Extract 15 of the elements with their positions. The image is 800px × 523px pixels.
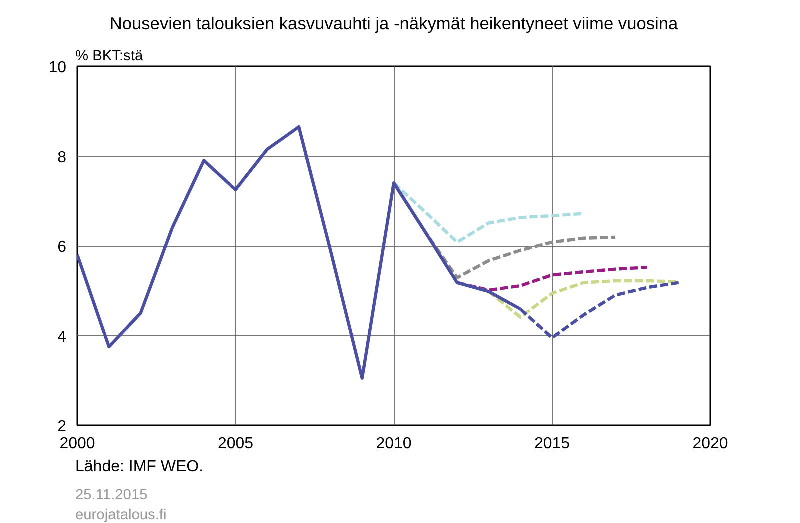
x-tick-label: 2000 [60,436,96,452]
x-tick-label: 2005 [218,436,254,452]
text: 25.11.2015 [76,488,148,504]
text: eurojatalous.fi [76,508,167,523]
chart-title: Nousevien talouksien kasvuvauhti ja -näkymät heikentyneet viime vuosina [110,14,679,34]
y-tick-label: 2 [58,418,67,436]
text: Lähde: IMF WEO. [76,458,204,476]
y-tick-label: 6 [58,239,67,256]
y-axis-title: % BKT:stä [76,48,144,64]
y-tick-label: 8 [58,149,67,166]
y-tick-label: 10 [48,60,67,76]
x-tick-label: 2020 [692,436,728,452]
x-tick-label: 2010 [376,436,412,452]
x-tick-label: 2015 [534,436,570,452]
y-tick-label: 4 [58,328,67,346]
